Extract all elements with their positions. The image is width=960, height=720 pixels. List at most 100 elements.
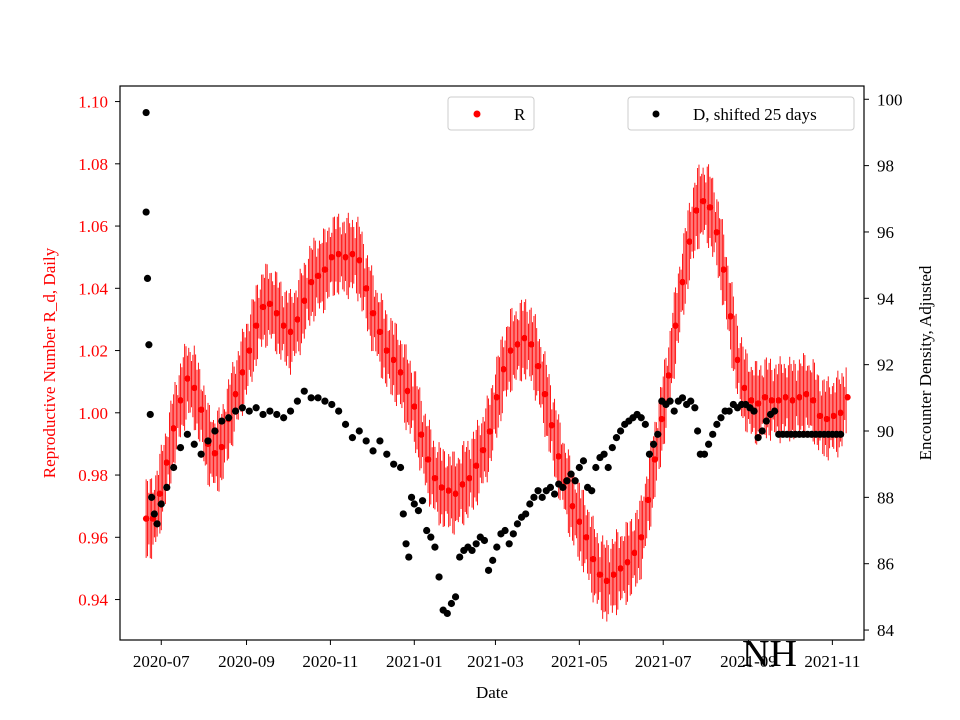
legend-r-marker bbox=[473, 110, 481, 118]
d-point bbox=[687, 397, 695, 405]
d-point bbox=[713, 420, 721, 428]
d-point bbox=[410, 500, 418, 508]
r-point bbox=[548, 422, 556, 429]
r-point bbox=[466, 474, 473, 482]
d-point bbox=[328, 400, 336, 409]
r-point bbox=[830, 412, 837, 420]
d-point bbox=[443, 609, 451, 618]
d-point bbox=[321, 397, 329, 405]
r-point bbox=[844, 394, 851, 401]
right-y-tick-label: 92 bbox=[877, 356, 894, 375]
r-point bbox=[404, 387, 411, 395]
r-point bbox=[459, 481, 466, 488]
d-point bbox=[654, 430, 662, 438]
r-point bbox=[782, 394, 789, 401]
d-point bbox=[571, 477, 579, 485]
d-point bbox=[280, 414, 288, 422]
left-y-tick-label: 1.06 bbox=[78, 217, 108, 236]
r-point bbox=[328, 253, 335, 261]
d-point bbox=[678, 394, 687, 402]
d-point bbox=[362, 437, 370, 445]
r-point bbox=[768, 397, 776, 404]
d-point bbox=[376, 437, 384, 445]
r-point bbox=[142, 515, 150, 522]
r-point bbox=[273, 310, 280, 317]
legend-d-box bbox=[627, 96, 855, 131]
right-y-tick-label: 96 bbox=[877, 223, 894, 242]
d-point bbox=[762, 417, 770, 425]
d-point bbox=[407, 493, 416, 501]
d-point bbox=[666, 397, 674, 405]
left-y-axis-label: Reproductive Number R_d, Daily bbox=[40, 247, 59, 478]
left-y-tick-label: 0.96 bbox=[78, 528, 108, 547]
d-point bbox=[431, 543, 439, 551]
d-point bbox=[183, 430, 191, 438]
d-point bbox=[225, 414, 233, 422]
d-point bbox=[717, 414, 725, 422]
d-point bbox=[190, 440, 198, 448]
r-point bbox=[706, 204, 714, 211]
r-point bbox=[411, 403, 418, 410]
r-point bbox=[280, 322, 287, 329]
d-point bbox=[600, 450, 608, 458]
axes-frame bbox=[119, 85, 865, 641]
r-point bbox=[369, 310, 377, 317]
d-point bbox=[300, 387, 308, 395]
legend-r-box bbox=[447, 96, 535, 131]
left-y-tick-label: 1.04 bbox=[78, 279, 108, 298]
right-y-tick-label: 86 bbox=[877, 555, 894, 574]
series-r-band bbox=[145, 164, 847, 622]
d-point bbox=[641, 420, 649, 428]
x-axis: 2020-07 2020-09 2020-11 2021-01 2021-03 2021-… bbox=[133, 640, 860, 671]
r-point bbox=[246, 347, 253, 354]
r-point bbox=[644, 496, 652, 504]
r-point bbox=[445, 487, 452, 494]
r-point bbox=[191, 384, 198, 392]
d-point bbox=[700, 450, 709, 458]
d-point bbox=[307, 394, 315, 402]
d-point bbox=[468, 546, 476, 555]
d-point bbox=[435, 573, 443, 581]
d-point bbox=[355, 427, 363, 435]
r-point bbox=[314, 272, 322, 280]
x-tick-label: 2021-05 bbox=[551, 652, 608, 671]
r-point bbox=[638, 534, 645, 541]
r-point bbox=[699, 197, 707, 205]
right-y-axis-label: Encounter Density, Adjusted bbox=[916, 265, 935, 460]
r-point bbox=[452, 490, 459, 497]
d-point bbox=[480, 536, 489, 545]
d-point bbox=[405, 553, 413, 561]
x-tick-label: 2021-09 bbox=[720, 652, 777, 671]
d-point bbox=[604, 463, 612, 472]
r-point bbox=[514, 341, 521, 348]
d-point bbox=[612, 434, 621, 442]
x-tick-label: 2020-09 bbox=[218, 652, 275, 671]
d-point bbox=[163, 483, 171, 491]
r-point bbox=[686, 238, 693, 245]
d-point bbox=[286, 407, 295, 415]
d-point bbox=[550, 490, 559, 498]
d-point bbox=[335, 407, 343, 415]
r-point bbox=[527, 341, 535, 348]
r-point bbox=[521, 334, 528, 342]
d-point bbox=[259, 410, 267, 419]
d-point bbox=[837, 430, 845, 438]
left-y-tick-label: 1.10 bbox=[78, 93, 108, 112]
d-point bbox=[146, 410, 154, 419]
d-point bbox=[509, 530, 517, 538]
r-point bbox=[287, 328, 294, 336]
d-point bbox=[559, 483, 567, 491]
r-point bbox=[383, 347, 390, 354]
r-point bbox=[156, 490, 164, 497]
legend-r: R bbox=[447, 96, 535, 131]
d-point bbox=[649, 440, 658, 448]
d-point bbox=[563, 477, 571, 485]
r-point bbox=[493, 394, 501, 401]
d-point bbox=[231, 407, 240, 415]
x-tick-label: 2021-07 bbox=[635, 652, 692, 671]
d-point bbox=[369, 447, 377, 455]
d-point bbox=[592, 463, 600, 472]
r-point bbox=[472, 462, 480, 469]
r-point bbox=[679, 278, 686, 286]
